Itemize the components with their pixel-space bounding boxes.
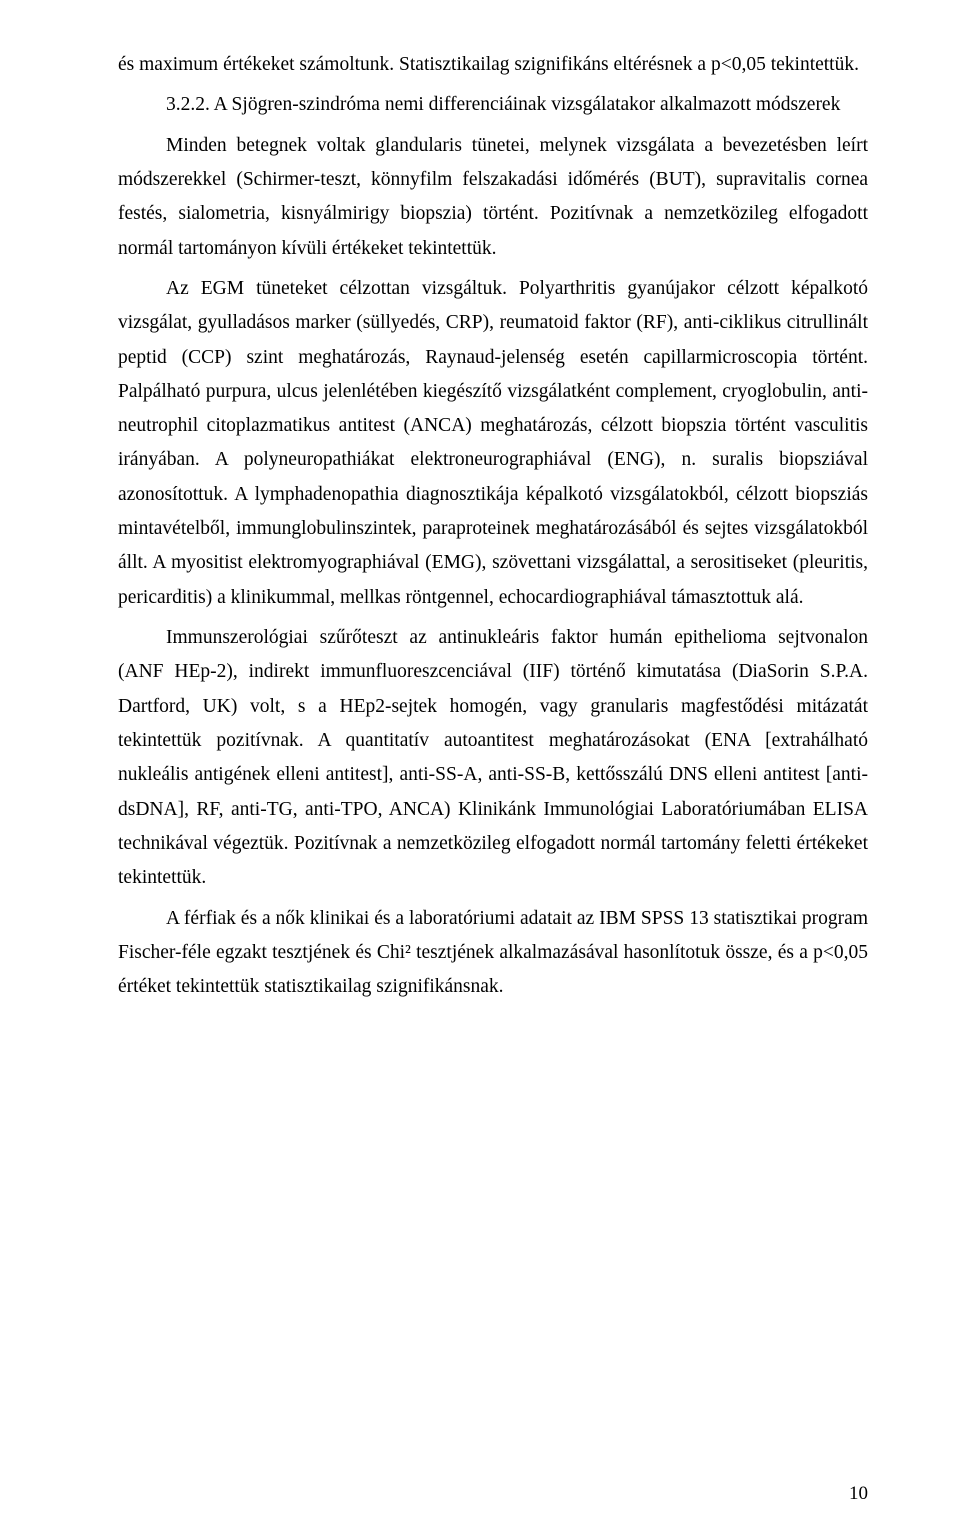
paragraph: Minden betegnek voltak glandularis tünet… (118, 129, 868, 266)
document-page: és maximum értékeket számoltunk. Statisz… (0, 0, 960, 1537)
paragraph: Immunszerológiai szűrőteszt az antinukle… (118, 621, 868, 896)
page-number: 10 (849, 1483, 868, 1505)
paragraph: A férfiak és a nők klinikai és a laborat… (118, 902, 868, 1005)
paragraph: és maximum értékeket számoltunk. Statisz… (118, 48, 868, 82)
paragraph: 3.2.2. A Sjögren-szindróma nemi differen… (118, 88, 868, 122)
paragraph: Az EGM tüneteket célzottan vizsgáltuk. P… (118, 272, 868, 615)
